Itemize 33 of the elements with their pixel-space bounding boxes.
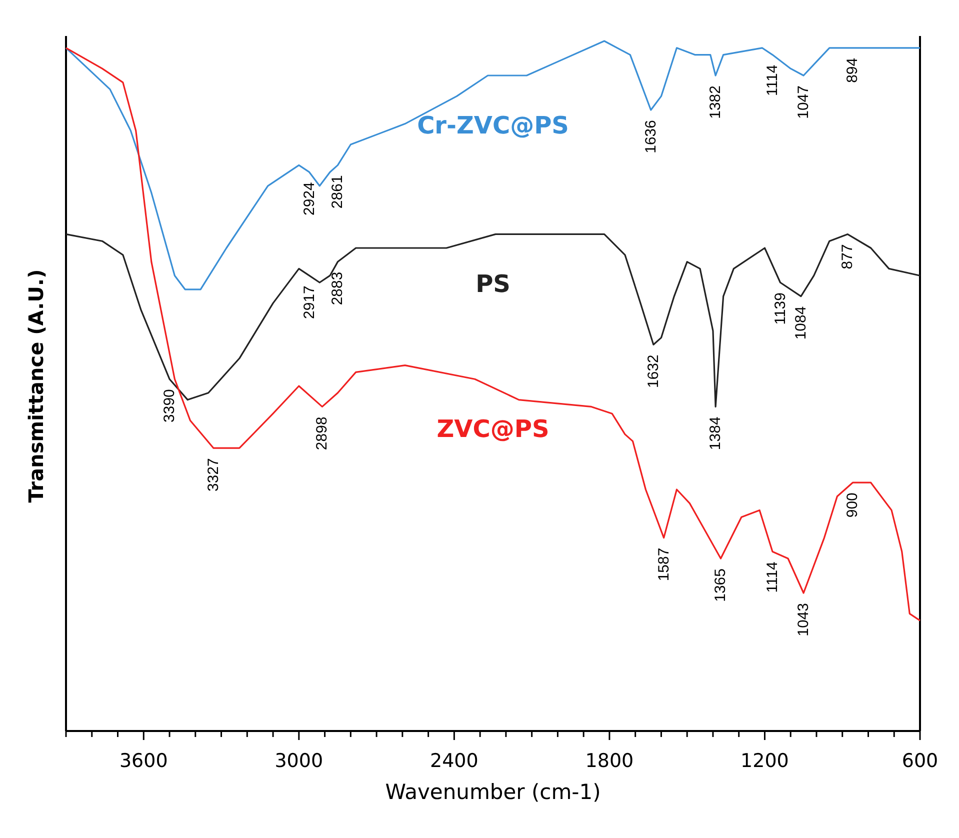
annotation: 1047 — [795, 86, 812, 119]
annotation: 1632 — [644, 354, 662, 388]
series-label: Cr-ZVC@PS — [417, 112, 569, 140]
annotation: 877 — [839, 244, 856, 270]
annotation: 1043 — [795, 603, 812, 636]
annotation: 1384 — [707, 416, 724, 450]
annotation: 900 — [844, 492, 862, 518]
x-axis-title: Wavenumber (cm-1) — [385, 780, 601, 804]
x-tick-label: 1200 — [740, 750, 789, 772]
annotation: 3390 — [161, 389, 178, 422]
series-label: ZVC@PS — [436, 415, 550, 444]
annotation: 1114 — [764, 64, 781, 96]
annotation: 2924 — [300, 182, 318, 216]
annotation: 2917 — [300, 286, 318, 319]
annotation: 894 — [844, 58, 862, 83]
x-tick-label: 1800 — [585, 750, 634, 772]
y-axis-title: Transmittance (A.U.) — [24, 269, 48, 503]
annotation: 3327 — [205, 458, 222, 492]
x-tick-label: 3600 — [119, 750, 168, 772]
annotation: 1382 — [707, 86, 724, 119]
annotation: 2898 — [314, 416, 331, 450]
annotation: 2883 — [329, 272, 346, 306]
annotation: 1114 — [764, 562, 781, 593]
series-label: PS — [476, 270, 510, 298]
annotation: 1365 — [712, 568, 730, 602]
annotation: 2861 — [329, 175, 346, 209]
x-tick-label: 2400 — [430, 750, 478, 772]
annotation: 1636 — [642, 120, 660, 154]
annotation: 1587 — [655, 548, 672, 582]
x-tick-label: 3000 — [274, 750, 324, 772]
annotation: 1139 — [772, 292, 789, 325]
annotation: 1084 — [792, 306, 810, 340]
x-tick-label: 600 — [902, 750, 938, 772]
